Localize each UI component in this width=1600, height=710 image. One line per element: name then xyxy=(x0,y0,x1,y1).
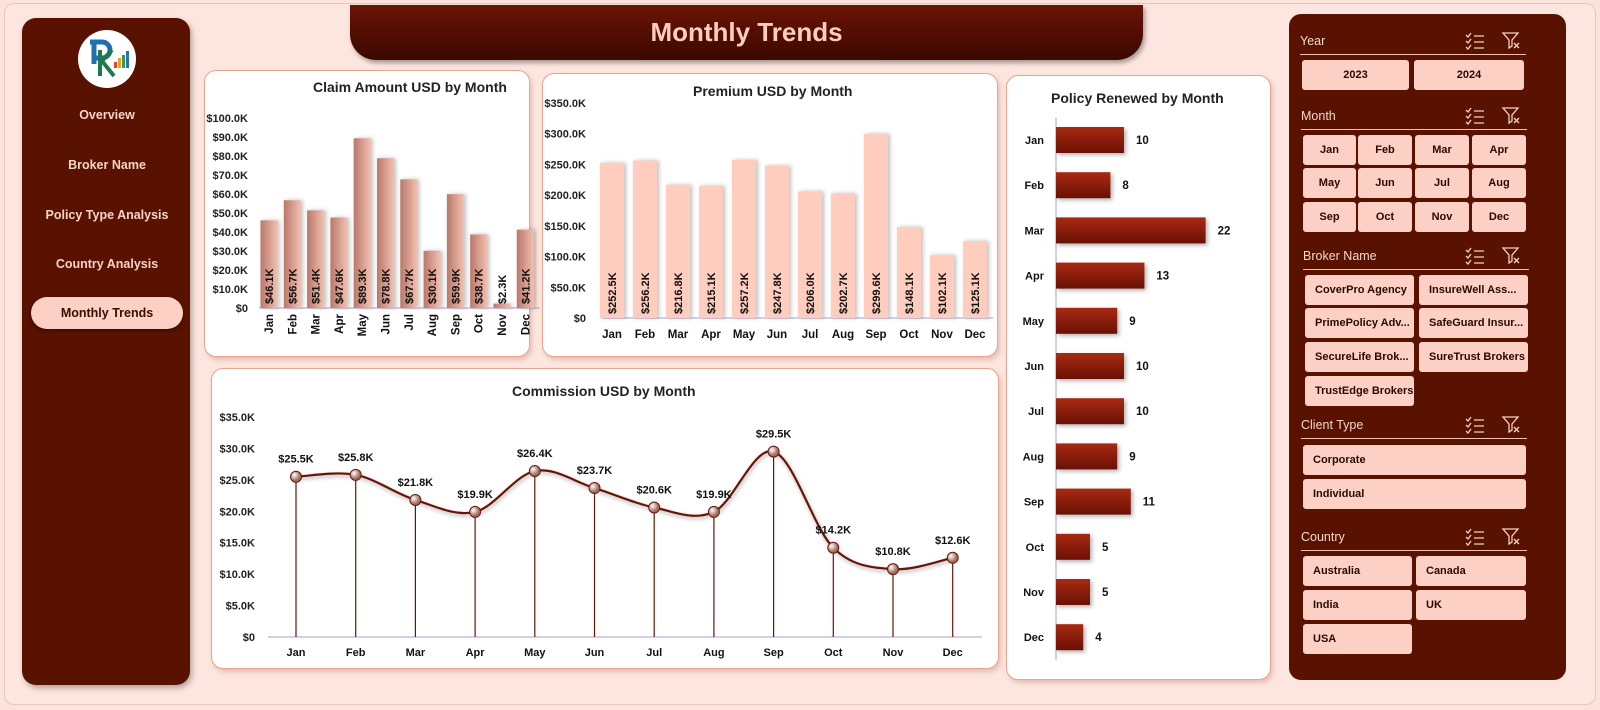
broker-name-option[interactable]: CoverPro Agency xyxy=(1305,275,1414,305)
nav-overview[interactable]: Overview xyxy=(79,108,135,122)
broker-name-option[interactable]: SureTrust Brokers xyxy=(1419,342,1528,372)
policy-chart-card: Policy Renewed by Month xyxy=(1006,75,1271,680)
slicer-divider xyxy=(1301,129,1527,130)
broker-name-option[interactable]: SafeGuard Insur... xyxy=(1419,308,1528,338)
broker-name-option[interactable]: SecureLife Brok... xyxy=(1305,342,1414,372)
broker-name-slicer-title: Broker Name xyxy=(1303,249,1377,263)
broker-name-option[interactable]: TrustEdge Brokers xyxy=(1305,376,1414,406)
logo-letter-k-shape xyxy=(98,48,116,78)
month-option[interactable]: Dec xyxy=(1472,202,1526,232)
chart-title: Policy Renewed by Month xyxy=(1051,90,1224,106)
clear-filter-icon[interactable] xyxy=(1501,245,1521,269)
nav-broker-name[interactable]: Broker Name xyxy=(68,158,146,172)
country-slicer-title: Country xyxy=(1301,530,1345,544)
client-type-option[interactable]: Individual xyxy=(1303,479,1526,509)
header-banner: Monthly Trends xyxy=(350,5,1143,60)
logo-graphic xyxy=(90,39,129,78)
month-option[interactable]: Sep xyxy=(1303,202,1356,232)
commission-chart-card: Commission USD by Month xyxy=(211,368,999,669)
slicer-divider xyxy=(1300,54,1526,55)
country-option[interactable]: India xyxy=(1303,590,1412,620)
month-option[interactable]: Jan xyxy=(1303,135,1356,165)
month-option[interactable]: May xyxy=(1303,168,1356,198)
clear-filter-icon[interactable] xyxy=(1501,414,1521,438)
client-type-slicer-title: Client Type xyxy=(1301,418,1364,432)
multi-select-icon[interactable] xyxy=(1465,528,1485,550)
claim-chart-card: Claim Amount USD by Month xyxy=(204,70,530,357)
country-option[interactable]: USA xyxy=(1303,624,1412,654)
month-option[interactable]: Oct xyxy=(1358,202,1412,232)
month-option[interactable]: Aug xyxy=(1472,168,1526,198)
page-title: Monthly Trends xyxy=(650,17,843,47)
month-option[interactable]: Jul xyxy=(1415,168,1469,198)
year-option[interactable]: 2024 xyxy=(1414,60,1524,90)
clear-filter-icon[interactable] xyxy=(1501,105,1521,129)
nav-policy-type-analysis[interactable]: Policy Type Analysis xyxy=(45,208,169,222)
month-option[interactable]: Apr xyxy=(1472,135,1526,165)
month-option[interactable]: Feb xyxy=(1358,135,1412,165)
country-option[interactable]: Australia xyxy=(1303,556,1412,586)
year-slicer-title: Year xyxy=(1300,34,1326,48)
nav-country-analysis[interactable]: Country Analysis xyxy=(55,257,159,271)
chart-title: Commission USD by Month xyxy=(512,383,696,399)
slicer-divider xyxy=(1303,269,1529,270)
country-option[interactable]: Canada xyxy=(1416,556,1526,586)
premium-chart-card: Premium USD by Month xyxy=(542,73,998,357)
slicer-divider xyxy=(1301,438,1527,439)
month-option[interactable]: Jun xyxy=(1358,168,1412,198)
filter-panel: Year 2023 2024 Month Jan Feb Mar Apr May Jun Jul Au… xyxy=(1289,14,1566,680)
month-slicer-title: Month xyxy=(1301,109,1336,123)
month-option[interactable]: Mar xyxy=(1415,135,1469,165)
chart-title: Premium USD by Month xyxy=(693,83,853,99)
clear-filter-icon[interactable] xyxy=(1501,30,1521,54)
sidebar: Overview Broker Name Policy Type Analysi… xyxy=(22,18,190,685)
client-type-option[interactable]: Corporate xyxy=(1303,445,1526,475)
year-option[interactable]: 2023 xyxy=(1302,60,1409,90)
multi-select-icon[interactable] xyxy=(1465,107,1485,129)
month-option[interactable]: Nov xyxy=(1415,202,1469,232)
nav-monthly-trends[interactable]: Monthly Trends xyxy=(31,297,183,329)
clear-filter-icon[interactable] xyxy=(1501,526,1521,550)
country-option[interactable]: UK xyxy=(1416,590,1526,620)
chart-title: Claim Amount USD by Month xyxy=(313,79,507,95)
multi-select-icon[interactable] xyxy=(1465,247,1485,269)
multi-select-icon[interactable] xyxy=(1465,416,1485,438)
multi-select-icon[interactable] xyxy=(1465,32,1485,54)
slicer-divider xyxy=(1301,550,1527,551)
logo xyxy=(78,30,136,88)
broker-name-option[interactable]: InsureWell Ass... xyxy=(1419,275,1528,305)
broker-name-option[interactable]: PrimePolicy Adv... xyxy=(1305,308,1414,338)
